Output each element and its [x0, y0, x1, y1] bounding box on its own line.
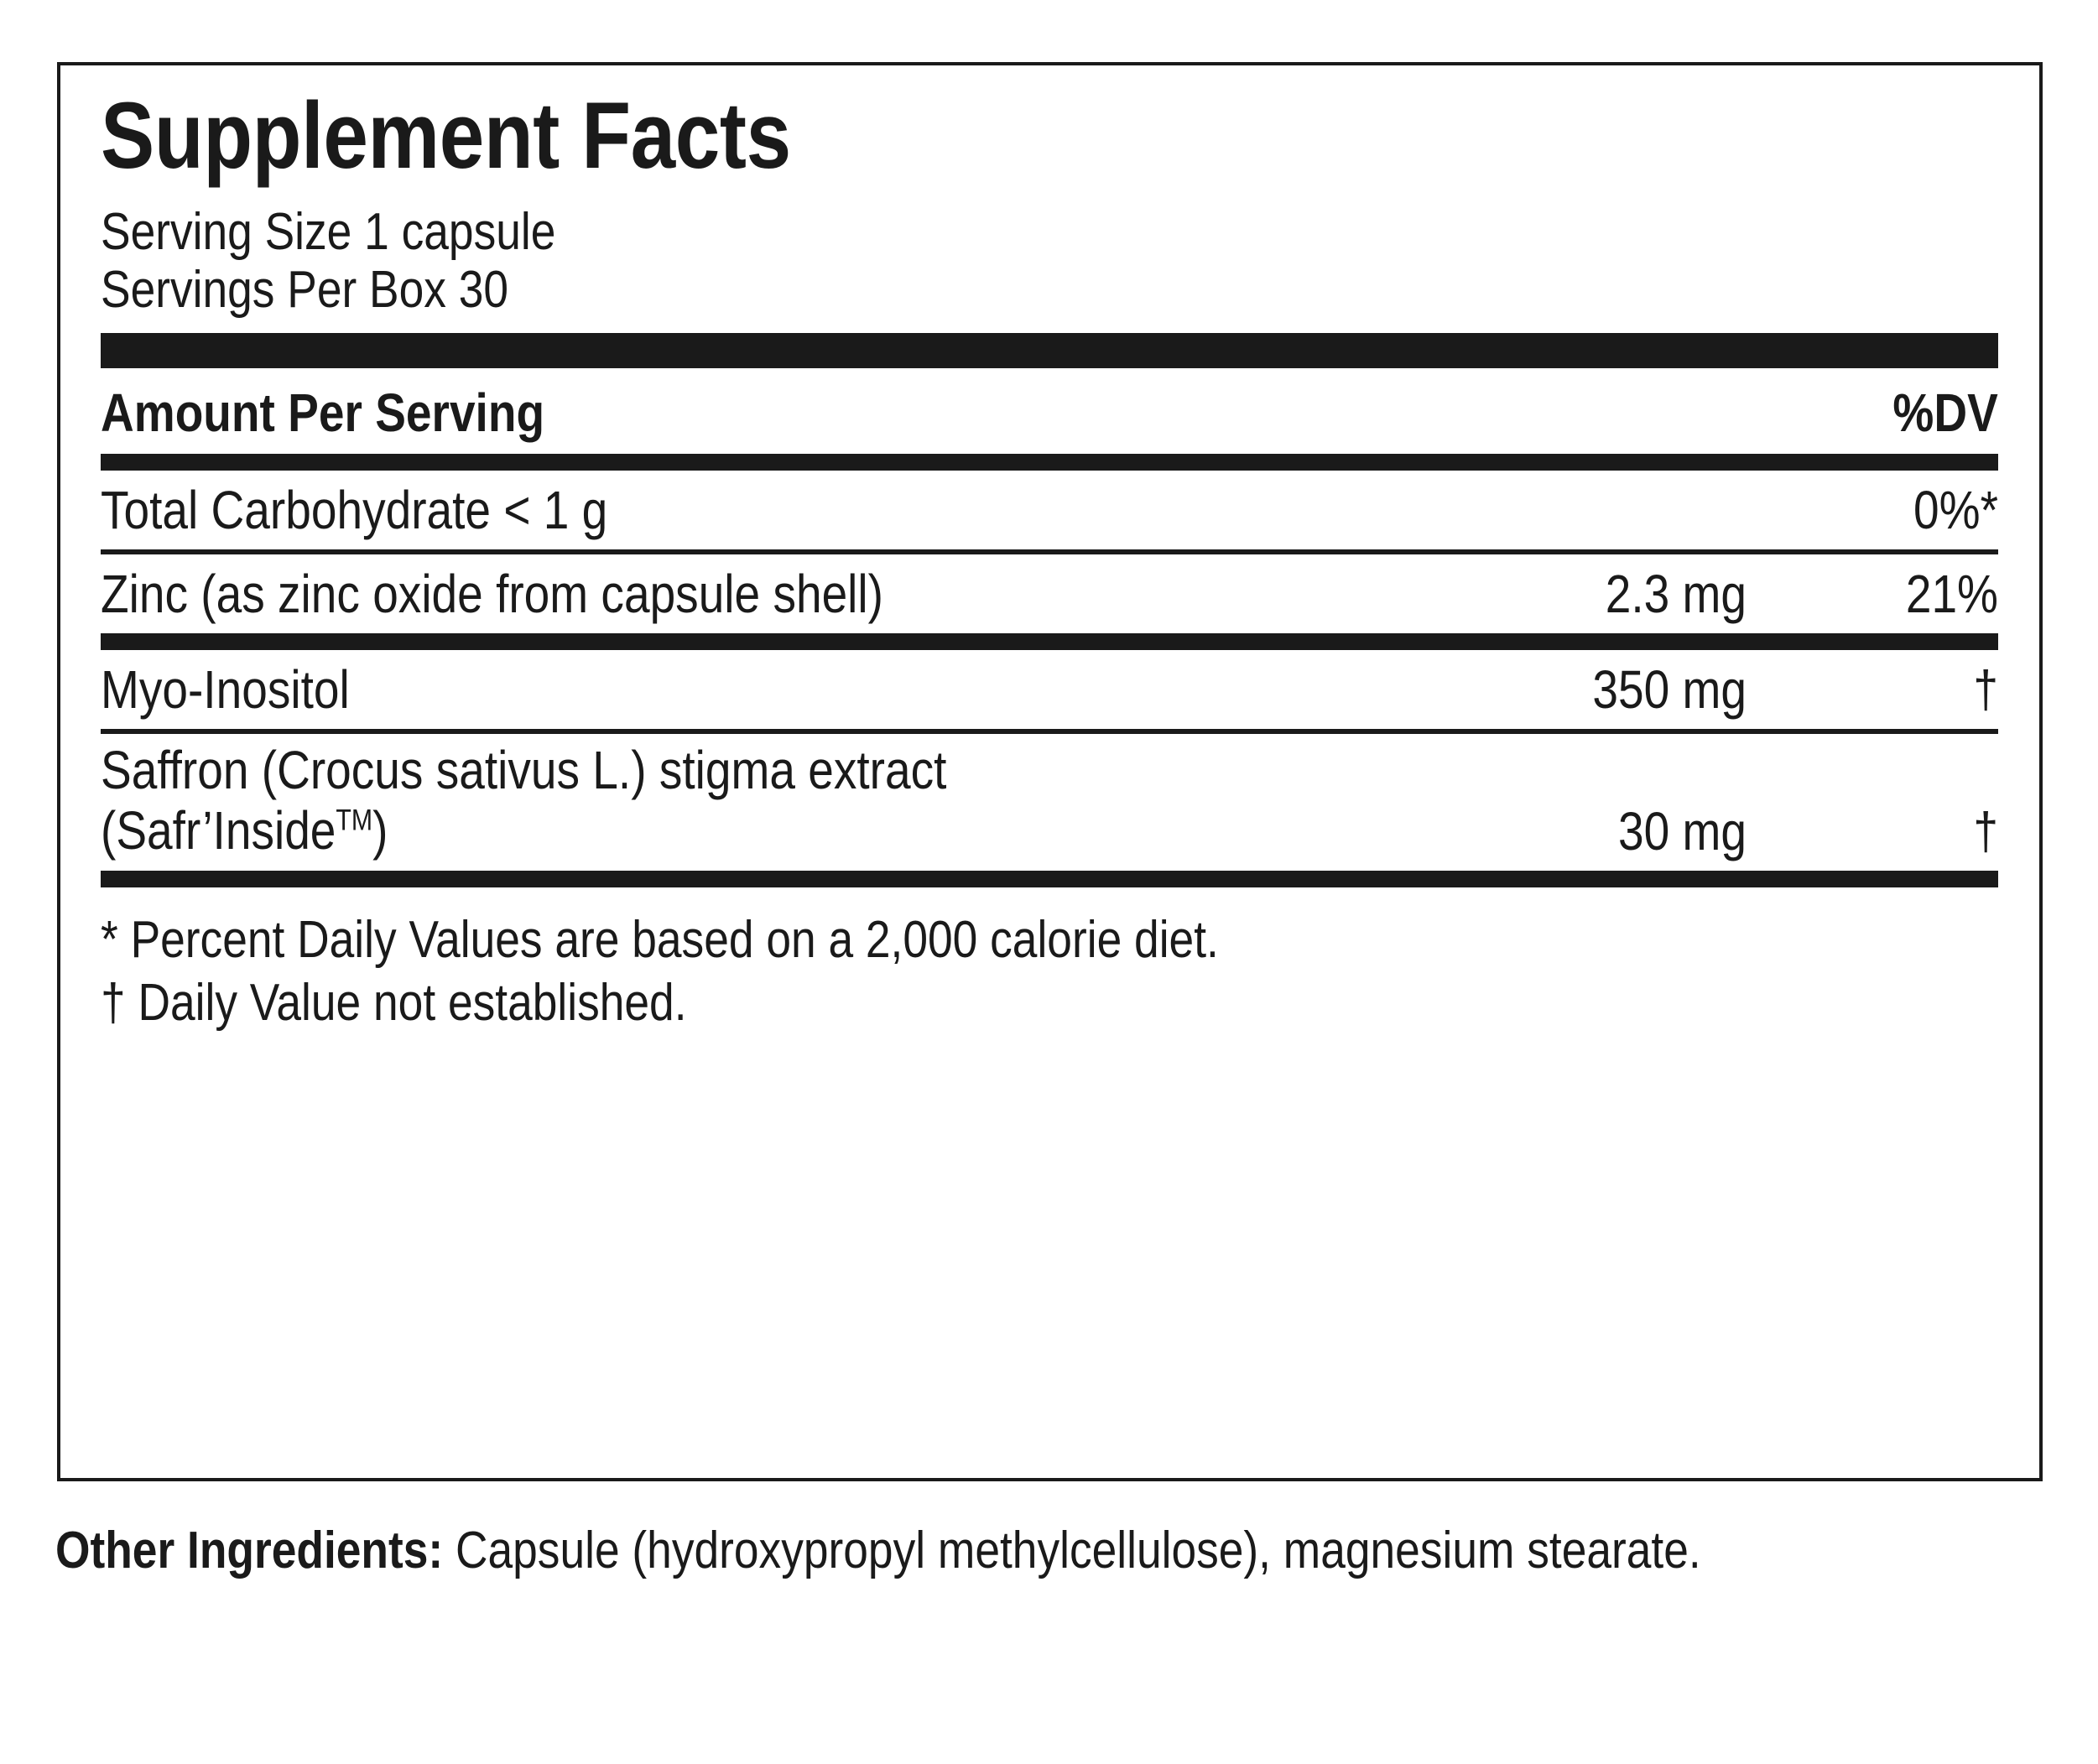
- serving-info: Serving Size 1 capsule Servings Per Box …: [101, 203, 1732, 320]
- table-row: Myo-Inositol 350 mg †: [101, 650, 1998, 729]
- divider-row-3: [101, 728, 1998, 734]
- nutrient-daily-value: †: [1973, 660, 1998, 719]
- divider-thick-mid: [101, 632, 1998, 650]
- divider-thick-bottom: [101, 871, 1998, 888]
- nutrient-name: Zinc (as zinc oxide from capsule shell): [101, 563, 883, 624]
- nutrient-name: Saffron (Crocus sativus L.) stigma extra…: [101, 739, 1206, 861]
- supplement-facts-content: Supplement Facts Serving Size 1 capsule …: [101, 65, 1998, 1034]
- nutrient-name-line-2-close: ): [372, 799, 388, 861]
- spacer: [101, 320, 1998, 333]
- nutrient-daily-value: 0%*: [1913, 479, 1998, 540]
- other-ingredients-text: Capsule (hydroxypropyl methylcellulose),…: [443, 1522, 1701, 1579]
- nutrient-name: Myo-Inositol: [101, 658, 350, 720]
- trademark-symbol: TM: [336, 804, 373, 837]
- nutrient-name-line-1: Saffron (Crocus sativus L.) stigma extra…: [101, 739, 947, 800]
- nutrient-amount: 30 mg: [1618, 801, 1747, 862]
- footnote-percent-daily-value: * Percent Daily Values are based on a 2,…: [101, 911, 1219, 970]
- nutrient-amount: 350 mg: [1592, 658, 1747, 720]
- nutrient-name-line-2: (Safr’InsideTM): [101, 799, 1206, 861]
- other-ingredients-label: Other Ingredients:: [55, 1522, 444, 1579]
- divider-row-1: [101, 549, 1998, 554]
- table-row: Saffron (Crocus sativus L.) stigma extra…: [101, 734, 1998, 871]
- percent-dv-header: %DV: [1892, 382, 1998, 443]
- divider-under-header: [101, 453, 1998, 471]
- supplement-facts-box: Supplement Facts Serving Size 1 capsule …: [57, 62, 2043, 1481]
- nutrient-daily-value: †: [1973, 803, 1998, 861]
- table-row: Zinc (as zinc oxide from capsule shell) …: [101, 554, 1998, 633]
- nutrient-name: Total Carbohydrate < 1 g: [101, 479, 608, 540]
- amount-per-serving-header: Amount Per Serving: [101, 382, 545, 443]
- nutrient-amount: 2.3 mg: [1605, 563, 1747, 624]
- table-header-row: Amount Per Serving %DV: [101, 368, 1998, 454]
- footnote-daily-value-not-established: † Daily Value not established.: [101, 973, 687, 1032]
- nutrient-daily-value: 21%: [1905, 563, 1998, 624]
- page-title: Supplement Facts: [101, 83, 791, 188]
- divider-thick-top: [101, 332, 1998, 368]
- table-row: Total Carbohydrate < 1 g 0%*: [101, 471, 1998, 549]
- footnotes: * Percent Daily Values are based on a 2,…: [101, 887, 1732, 1034]
- servings-per-container-line: Servings Per Box 30: [101, 261, 509, 320]
- serving-size-line: Serving Size 1 capsule: [101, 203, 556, 261]
- other-ingredients: Other Ingredients: Capsule (hydroxypropy…: [55, 1520, 1773, 1582]
- nutrient-name-line-2-text: (Safr’Inside: [101, 799, 336, 861]
